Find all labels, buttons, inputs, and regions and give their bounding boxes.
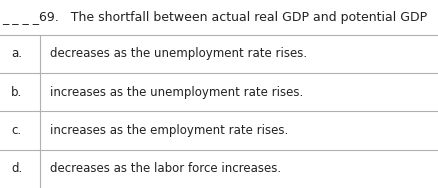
Text: _ _ _ _: _ _ _ _ (2, 11, 39, 24)
Text: increases as the unemployment rate rises.: increases as the unemployment rate rises… (50, 86, 304, 99)
Text: d.: d. (11, 162, 22, 175)
Text: decreases as the unemployment rate rises.: decreases as the unemployment rate rises… (50, 47, 307, 60)
Text: 69.   The shortfall between actual real GDP and potential GDP: 69. The shortfall between actual real GD… (39, 11, 427, 24)
Text: increases as the employment rate rises.: increases as the employment rate rises. (50, 124, 289, 137)
Text: b.: b. (11, 86, 22, 99)
Text: a.: a. (11, 47, 22, 60)
Text: c.: c. (11, 124, 21, 137)
Text: decreases as the labor force increases.: decreases as the labor force increases. (50, 162, 282, 175)
